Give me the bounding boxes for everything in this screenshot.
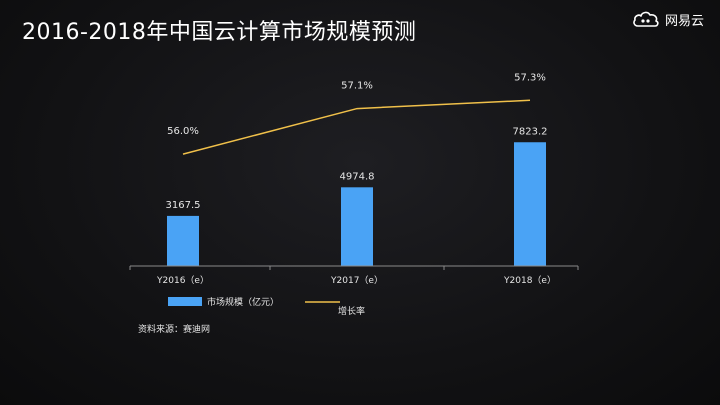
- bar: [514, 142, 546, 266]
- x-tick-label: Y2018（e）: [503, 275, 556, 286]
- bar: [167, 215, 199, 266]
- legend-line-label: 增长率: [338, 305, 365, 317]
- cloud-icon: [631, 9, 661, 29]
- brand-name: 网易云: [664, 13, 704, 29]
- growth-rate-label: 57.3%: [514, 72, 546, 83]
- page-title: 2016-2018年中国云计算市场规模预测: [22, 20, 417, 45]
- legend-bar-swatch: [168, 297, 202, 306]
- growth-rate-label: 57.1%: [341, 81, 373, 92]
- growth-rate-label: 56.0%: [167, 126, 199, 137]
- legend-bar-label: 市场规模（亿元）: [207, 296, 279, 308]
- bar: [341, 187, 373, 266]
- growth-rate-line: [182, 99, 531, 155]
- source-note: 资料来源：赛迪网: [138, 325, 211, 335]
- bar-value-label: 4974.8: [340, 171, 375, 182]
- brand-logo: 网易云: [631, 9, 704, 29]
- bar-value-label: 3167.5: [166, 200, 201, 211]
- x-tick-label: Y2017（e）: [330, 275, 383, 286]
- x-tick-label: Y2016（e）: [156, 275, 209, 286]
- bar-value-label: 7823.2: [513, 126, 548, 137]
